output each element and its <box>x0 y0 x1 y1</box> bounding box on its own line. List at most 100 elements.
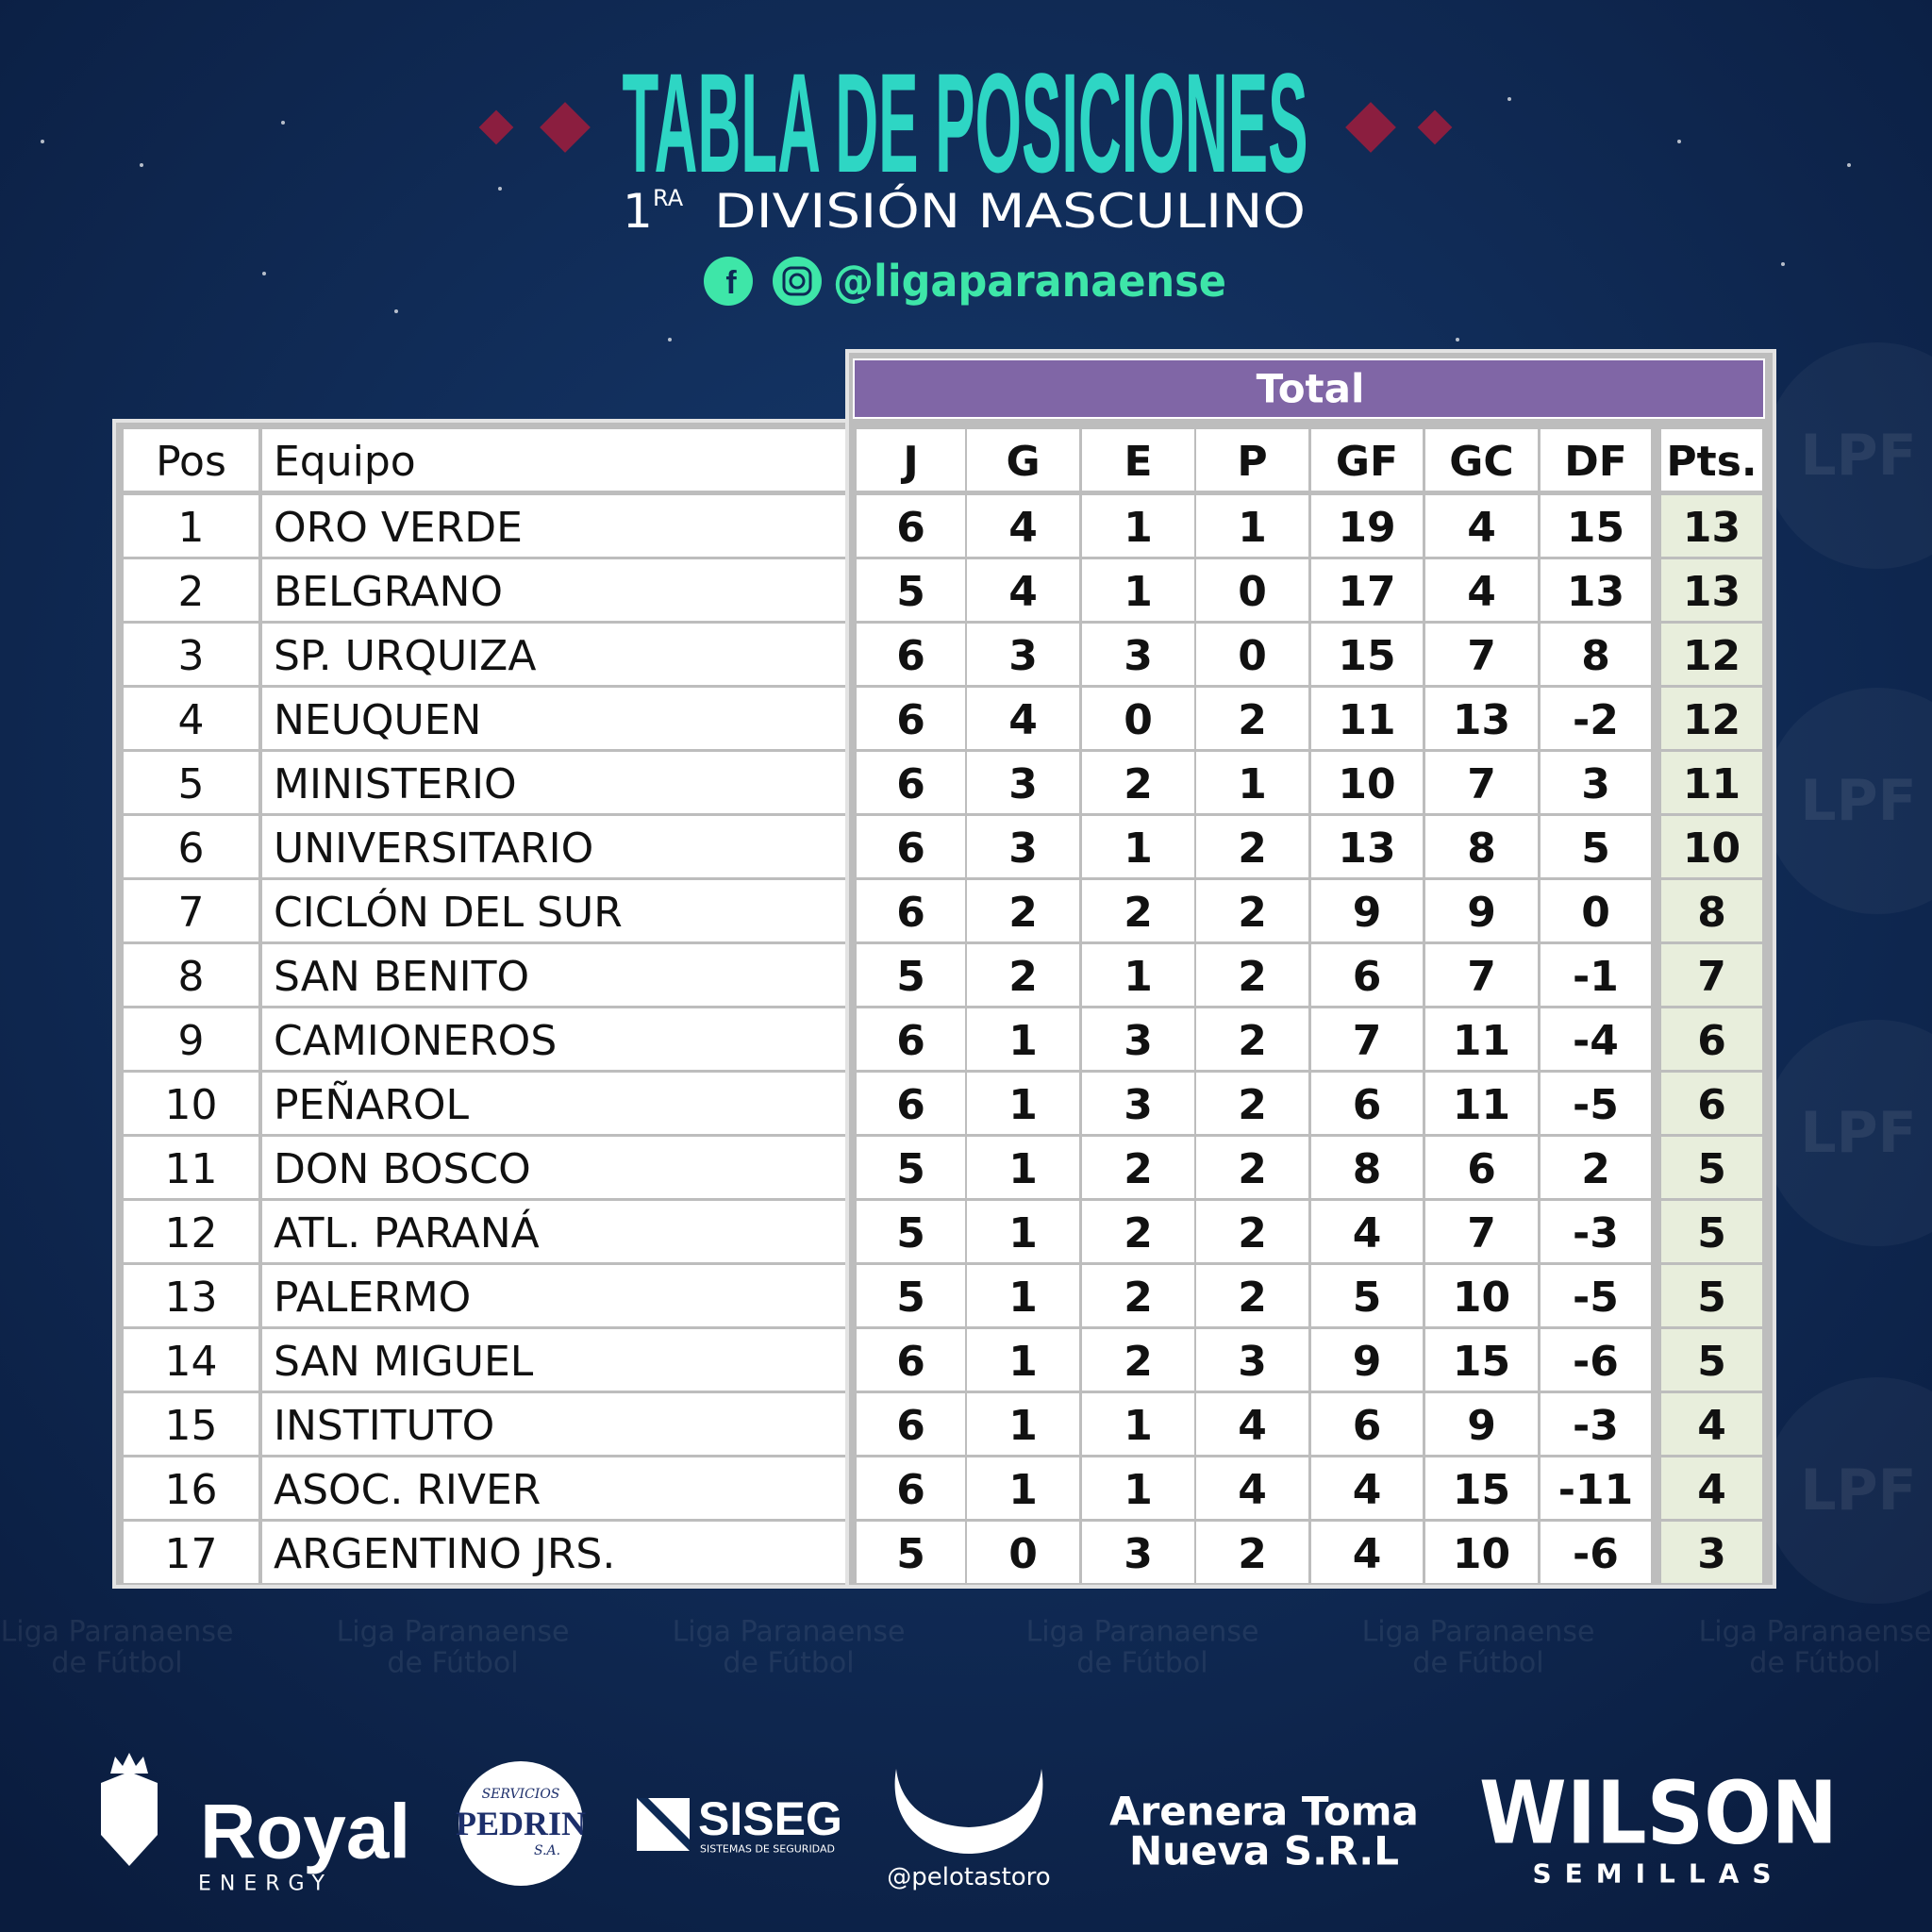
stat-value: 5 <box>1353 1274 1382 1322</box>
position: 17 <box>165 1530 218 1578</box>
cell <box>1196 752 1308 813</box>
cell <box>262 944 845 1006</box>
stat-value: 15 <box>1453 1338 1510 1386</box>
stat-value: 3 <box>1581 760 1610 808</box>
cell <box>262 559 845 621</box>
cell <box>262 752 845 813</box>
stat-value: 4 <box>1353 1209 1382 1257</box>
social-handle[interactable]: @ligaparanaense <box>833 256 1226 307</box>
stat-value: 7 <box>1467 953 1496 1001</box>
cell <box>857 1522 965 1583</box>
cell <box>1082 816 1194 877</box>
stat-value: 4 <box>1238 1466 1267 1514</box>
stat-value: 2 <box>1124 889 1153 937</box>
stat-value: 15 <box>1453 1466 1510 1514</box>
cell <box>1661 1329 1762 1391</box>
cell <box>1196 624 1308 685</box>
cell <box>1541 1201 1651 1262</box>
cell <box>1196 1329 1308 1391</box>
siseg: SISEG <box>698 1792 842 1845</box>
royal-logo <box>101 1772 158 1866</box>
stat-value: 6 <box>896 824 925 873</box>
watermark-line1: Liga Paranaense <box>1 1616 234 1649</box>
watermark-line1: Liga Paranaense <box>1026 1616 1259 1649</box>
cell <box>1196 1201 1308 1262</box>
cell <box>1541 1393 1651 1455</box>
stat-value: 6 <box>896 1017 925 1065</box>
cell <box>1196 688 1308 749</box>
cell <box>1541 816 1651 877</box>
watermark-line1: Liga Paranaense <box>1699 1616 1932 1649</box>
siseg-sub: SISTEMAS DE SEGURIDAD <box>700 1843 835 1856</box>
cell <box>1311 688 1423 749</box>
cell <box>857 1137 965 1198</box>
column-header: GF <box>1336 438 1398 486</box>
stat-value: 2 <box>1238 1209 1267 1257</box>
stat-value: 19 <box>1338 504 1395 552</box>
cell <box>857 1073 965 1134</box>
header-cell <box>857 429 965 491</box>
cell <box>967 816 1079 877</box>
cell <box>262 1201 845 1262</box>
column-header: G <box>1006 438 1040 486</box>
stat-value: 2 <box>1581 1145 1610 1193</box>
cell <box>1661 1008 1762 1070</box>
standings-table: Total Pos Equipo J G E P GF GC DF Pts. 1 ORO VERDE 6… <box>112 349 1776 1589</box>
watermark-line2: de Fútbol <box>387 1647 518 1680</box>
column-header: GC <box>1449 438 1513 486</box>
watermark-line1: Liga Paranaense <box>1362 1616 1595 1649</box>
stat-value: 1 <box>1008 1466 1038 1514</box>
cell <box>857 1457 965 1519</box>
stat-value: 1 <box>1238 504 1267 552</box>
watermark-line2: de Fútbol <box>723 1647 854 1680</box>
stat-value: 5 <box>896 1145 925 1193</box>
header-cell <box>1661 429 1762 491</box>
cell <box>1082 1393 1194 1455</box>
cell <box>1541 559 1651 621</box>
cell <box>1196 944 1308 1006</box>
cell <box>124 816 258 877</box>
stat-value: 3 <box>1008 824 1038 873</box>
position: 16 <box>165 1466 218 1514</box>
cell <box>857 880 965 941</box>
team-name: BELGRANO <box>274 568 503 616</box>
facebook-icon[interactable] <box>704 257 753 306</box>
cell <box>124 688 258 749</box>
stat-value: 10 <box>1338 760 1395 808</box>
cell <box>967 624 1079 685</box>
cell <box>1425 1457 1538 1519</box>
cell <box>1311 1265 1423 1326</box>
subtitle: DIVISIÓN MASCULINO <box>714 183 1306 239</box>
stat-value: -4 <box>1573 1017 1619 1065</box>
cell <box>1541 1329 1651 1391</box>
facebook-glyph: f <box>725 265 737 301</box>
cell <box>1661 1073 1762 1134</box>
pedrin-top: SERVICIOS <box>482 1787 560 1802</box>
cell <box>1425 495 1538 557</box>
stat-value: 12 <box>1683 632 1740 680</box>
stat-value: 4 <box>1008 568 1038 616</box>
position: 4 <box>178 696 205 744</box>
cell <box>1661 1457 1762 1519</box>
cell <box>262 1008 845 1070</box>
cell <box>1311 624 1423 685</box>
instagram-icon[interactable] <box>773 257 822 306</box>
royal: Royal <box>200 1790 410 1875</box>
cell <box>1541 1137 1651 1198</box>
stat-value: 7 <box>1697 953 1726 1001</box>
stat-value: 1 <box>1008 1274 1038 1322</box>
stat-value: 11 <box>1453 1081 1510 1129</box>
watermark-logo <box>1764 688 1932 914</box>
stat-value: 2 <box>1124 1338 1153 1386</box>
stat-value: 4 <box>1008 504 1038 552</box>
stat-value: 2 <box>1124 1145 1153 1193</box>
stat-value: -6 <box>1573 1338 1619 1386</box>
stat-value: 3 <box>1697 1530 1726 1578</box>
stat-value: 6 <box>896 1402 925 1450</box>
cell <box>967 880 1079 941</box>
cell <box>262 1073 845 1134</box>
cell <box>262 1393 845 1455</box>
stat-value: 4 <box>1353 1530 1382 1578</box>
stars <box>41 97 1851 341</box>
cell <box>1196 1137 1308 1198</box>
